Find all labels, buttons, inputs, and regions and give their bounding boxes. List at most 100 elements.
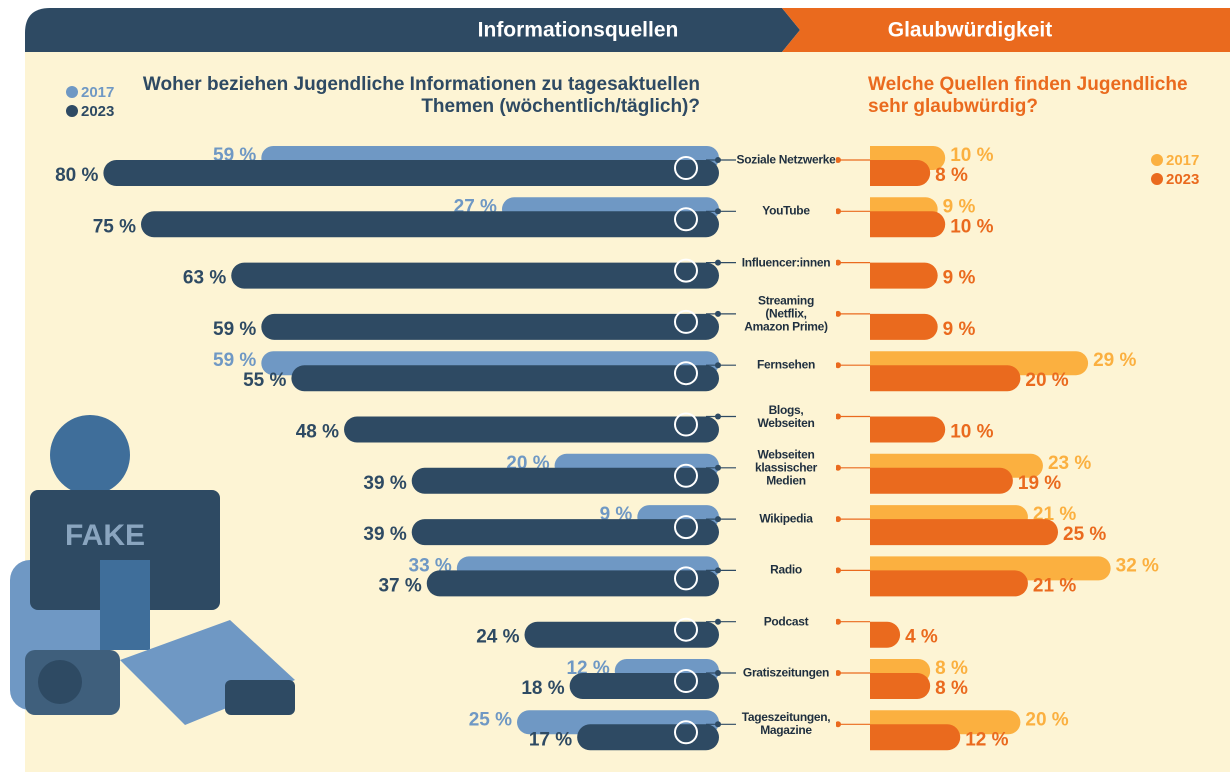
- legend-label: 2023: [1166, 171, 1199, 188]
- legend-swatch: [66, 105, 78, 117]
- mask: [854, 503, 870, 548]
- dot: [835, 259, 841, 266]
- value-label: 18 %: [521, 678, 564, 699]
- dot: [715, 567, 721, 574]
- bar: [856, 211, 946, 238]
- mask: [854, 349, 870, 394]
- dot: [715, 464, 721, 471]
- mask: [854, 400, 870, 445]
- value-label: 8 %: [935, 658, 968, 679]
- value-label: 37 %: [378, 575, 421, 596]
- bar: [856, 160, 931, 186]
- bar: [569, 673, 719, 699]
- mask: [854, 297, 870, 342]
- mask: [854, 451, 870, 496]
- dot: [715, 670, 721, 676]
- illustration: FAKE: [10, 415, 295, 725]
- value-label: 17 %: [529, 729, 572, 750]
- bar: [856, 416, 946, 443]
- icon: [674, 515, 698, 540]
- value-label: 80 %: [55, 165, 98, 186]
- header-text: Informationsquellen: [478, 19, 679, 42]
- icon: [674, 156, 698, 180]
- value-label: 20 %: [1025, 709, 1068, 730]
- dot: [715, 157, 721, 163]
- legend-label: 2023: [81, 103, 114, 120]
- value-label: 29 %: [1093, 350, 1136, 371]
- dot: [715, 516, 721, 523]
- legend-label: 2017: [1166, 152, 1199, 169]
- value-label: 48 %: [296, 422, 339, 443]
- value-label: 20 %: [1025, 370, 1068, 391]
- category-label: Influencer:innen: [736, 256, 836, 270]
- value-label: 25 %: [1063, 524, 1106, 545]
- dot: [835, 310, 841, 317]
- bar: [524, 621, 719, 648]
- dot: [715, 721, 721, 728]
- value-label: 39 %: [363, 524, 406, 545]
- icon: [674, 361, 698, 386]
- icon: [674, 309, 698, 334]
- bar: [856, 519, 1058, 546]
- value-label: 19 %: [1018, 473, 1061, 494]
- dot: [835, 208, 841, 215]
- icon: [674, 207, 698, 232]
- dot: [835, 516, 841, 523]
- value-label: 9 %: [943, 196, 976, 217]
- icon: [674, 258, 698, 283]
- category-label: Fernsehen: [736, 358, 836, 372]
- legend-swatch: [1151, 173, 1163, 185]
- value-label: 39 %: [363, 473, 406, 494]
- value-label: 4 %: [905, 627, 938, 648]
- dot: [835, 413, 841, 420]
- dot: [835, 670, 841, 676]
- dot: [715, 259, 721, 266]
- left-title: Woher beziehen Jugendliche Informationen…: [142, 74, 700, 117]
- legend-swatch: [66, 86, 78, 98]
- value-label: 8 %: [935, 165, 968, 186]
- mask: [854, 246, 870, 291]
- dot: [835, 567, 841, 574]
- category-label: Radio: [736, 563, 836, 577]
- value-label: 63 %: [183, 268, 226, 289]
- bar: [231, 262, 720, 289]
- header-right: [782, 8, 1230, 52]
- value-label: 59 %: [213, 350, 256, 371]
- category-label: Podcast: [736, 615, 836, 629]
- bar: [141, 211, 719, 238]
- bar: [856, 673, 931, 699]
- value-label: 75 %: [93, 216, 136, 237]
- bar: [577, 724, 719, 751]
- dot: [835, 721, 841, 728]
- legend-label: 2017: [81, 84, 114, 101]
- header-text: Glaubwürdigkeit: [888, 19, 1053, 42]
- icon: [674, 463, 698, 488]
- mask: [854, 708, 870, 753]
- value-label: 25 %: [469, 709, 512, 730]
- bar: [856, 570, 1028, 597]
- mask: [854, 195, 870, 240]
- dot: [835, 464, 841, 471]
- value-label: 9 %: [943, 268, 976, 289]
- value-label: 24 %: [476, 627, 519, 648]
- category-label: YouTube: [736, 204, 836, 218]
- icon: [674, 412, 698, 437]
- category-label: Gratiszeitungen: [736, 666, 836, 680]
- value-label: 55 %: [243, 370, 286, 391]
- category-label: Soziale Netzwerke: [736, 152, 836, 167]
- mask: [854, 144, 870, 188]
- dot: [715, 310, 721, 317]
- value-label: 21 %: [1033, 575, 1076, 596]
- value-label: 32 %: [1116, 555, 1159, 576]
- bar: [426, 570, 719, 597]
- dot: [835, 362, 841, 369]
- category-label: Webseiten klassischer Medien: [736, 448, 836, 488]
- value-label: 10 %: [950, 216, 993, 237]
- value-label: 8 %: [935, 678, 968, 699]
- screen-text: FAKE: [65, 519, 145, 552]
- bar: [856, 365, 1021, 392]
- bar: [856, 262, 938, 289]
- value-label: 9 %: [943, 319, 976, 340]
- header-left: [25, 8, 800, 52]
